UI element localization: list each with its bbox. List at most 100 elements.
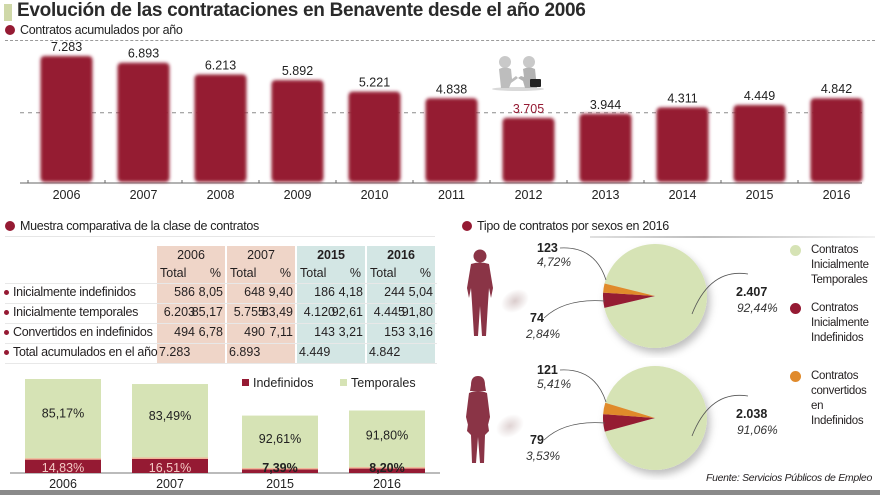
bar-2012	[502, 117, 555, 182]
table-subheader: %	[419, 266, 431, 280]
bar-value-label: 4.449	[744, 89, 775, 103]
table-subheader: %	[349, 266, 361, 280]
table-cell: 7.283	[159, 345, 191, 359]
bar-value-label: 3.705	[513, 102, 544, 116]
leader-line	[543, 300, 606, 319]
x-tick-label: 2010	[361, 188, 389, 202]
x-tick-label: 2011	[438, 188, 465, 202]
table-cell: 6,78	[198, 325, 223, 339]
table-year-header: 2007	[247, 248, 275, 262]
table-row-label: Inicialmente indefinidos	[4, 285, 136, 299]
pie-label-temporales-pct: 91,06%	[737, 423, 778, 437]
pie-label-indefinidos-pct: 5,41%	[537, 377, 571, 391]
table-cell: 85,17	[191, 305, 223, 319]
bar-2007	[117, 62, 170, 182]
legend-swatch-indefinidos	[242, 379, 249, 386]
leader-line	[691, 394, 749, 437]
pie-slice-convertidos	[603, 283, 655, 296]
bullet-dot-icon	[5, 25, 15, 35]
table-row-divider	[5, 283, 437, 284]
table-column-group-bg	[297, 246, 365, 364]
section-divider	[590, 236, 875, 238]
bullet-dot-icon	[4, 349, 9, 355]
pie-label-temporales-value: 2.407	[736, 285, 767, 299]
bullet-dot-icon	[4, 309, 9, 315]
temporales-value-label: 85,17%	[42, 407, 84, 421]
table-year-header: 2006	[177, 248, 205, 262]
temporales-value-label: 92,61%	[259, 432, 301, 446]
section-by-sex-label: Tipo de contratos por sexos en 2016	[462, 219, 669, 233]
bar-value-label: 6.893	[128, 47, 159, 61]
table-cell: 494	[174, 325, 195, 339]
pie-label-convertidos-pct: 2,84%	[525, 327, 560, 341]
table-row-divider	[5, 363, 437, 364]
pie-label-indefinidos-pct: 4,72%	[537, 255, 571, 269]
pie-label-convertidos-pct: 3,53%	[526, 449, 560, 463]
leader-line	[559, 369, 607, 403]
legend-item-temporales: Contratos Inicialmente Temporales	[790, 243, 880, 288]
x-tick-label: 2014	[669, 188, 697, 202]
comparison-table: 2006 Total% 2007 Total% 2015 Total% 2016 Total%…	[0, 246, 440, 366]
handshake-icon	[492, 56, 544, 91]
table-cell: 4.842	[369, 345, 401, 359]
table-cell: 92,61	[331, 305, 363, 319]
table-row-label: Total acumulados en el año	[4, 345, 158, 359]
table-cell: 5.755	[233, 305, 265, 319]
legend-label: Temporales	[351, 376, 416, 390]
table-cell: 9,40	[268, 285, 293, 299]
table-subheader: Total	[230, 266, 257, 280]
table-cell: 5,04	[408, 285, 433, 299]
table-cell: 3,21	[338, 325, 363, 339]
bar-value-label: 4.311	[667, 91, 697, 105]
indefinidos-value-label: 14,83%	[42, 461, 84, 475]
bar-value-label: 4.842	[821, 82, 852, 96]
pie-legend: Contratos Inicialmente Temporales Contrato…	[790, 243, 880, 429]
stack-temporales-2007	[132, 384, 208, 459]
table-cell: 6.203	[163, 305, 195, 319]
stack-indefinidos-2016	[349, 467, 425, 473]
stack-indefinidos-2006	[25, 459, 101, 473]
x-tick-label: 2009	[284, 188, 312, 202]
table-cell: 143	[314, 325, 335, 339]
stack-indefinidos-2015	[242, 468, 318, 473]
legend-item-convertidos: Contratos convertidos en Indefinidos	[790, 369, 880, 429]
pie-label-convertidos-value: 74	[530, 311, 544, 325]
bullet-dot-icon	[462, 221, 472, 231]
table-cell: 91,80	[401, 305, 433, 319]
bar-value-label: 3.944	[590, 98, 621, 112]
pie-slice-indefinidos	[603, 292, 655, 308]
section-comparison-label: Muestra comparativa de la clase de contr…	[5, 219, 259, 233]
table-subheader: %	[279, 266, 291, 280]
table-year-header: 2015	[317, 248, 345, 262]
table-row-label: Convertidos en indefinidos	[4, 325, 153, 339]
legend-swatch-temporales	[340, 379, 347, 386]
table-cell: 4.445	[373, 305, 405, 319]
section-title: Muestra comparativa de la clase de contr…	[20, 219, 260, 233]
female-silhouette-icon	[466, 376, 490, 463]
section-title: Tipo de contratos por sexos en 2016	[477, 219, 669, 233]
table-column-group-bg	[227, 246, 295, 364]
section-title: Contratos acumulados por año	[20, 23, 183, 37]
section-divider	[5, 236, 435, 237]
bar-value-label: 7.283	[51, 40, 82, 54]
stack-temporales-2016	[349, 410, 425, 468]
table-row-divider	[5, 343, 437, 344]
x-tick-label: 2012	[515, 188, 543, 202]
leader-line	[559, 247, 607, 281]
x-tick-label: 2006	[53, 188, 81, 202]
bullet-dot-icon	[5, 221, 15, 231]
table-cell: 6.893	[229, 345, 261, 359]
legend-label: Indefinidos	[253, 376, 313, 390]
table-cell: 8,05	[198, 285, 223, 299]
pie-label-indefinidos-value: 123	[537, 241, 558, 255]
table-column-group-bg	[367, 246, 435, 364]
table-row-divider	[5, 303, 437, 304]
bar-2006	[40, 56, 93, 182]
bar-2016	[810, 98, 863, 182]
table-cell: 4.120	[303, 305, 335, 319]
stack-legend: Indefinidos Temporales	[242, 376, 416, 390]
table-year-header: 2016	[387, 248, 415, 262]
table-cell: 7,11	[269, 325, 293, 339]
legend-swatch	[790, 371, 801, 382]
